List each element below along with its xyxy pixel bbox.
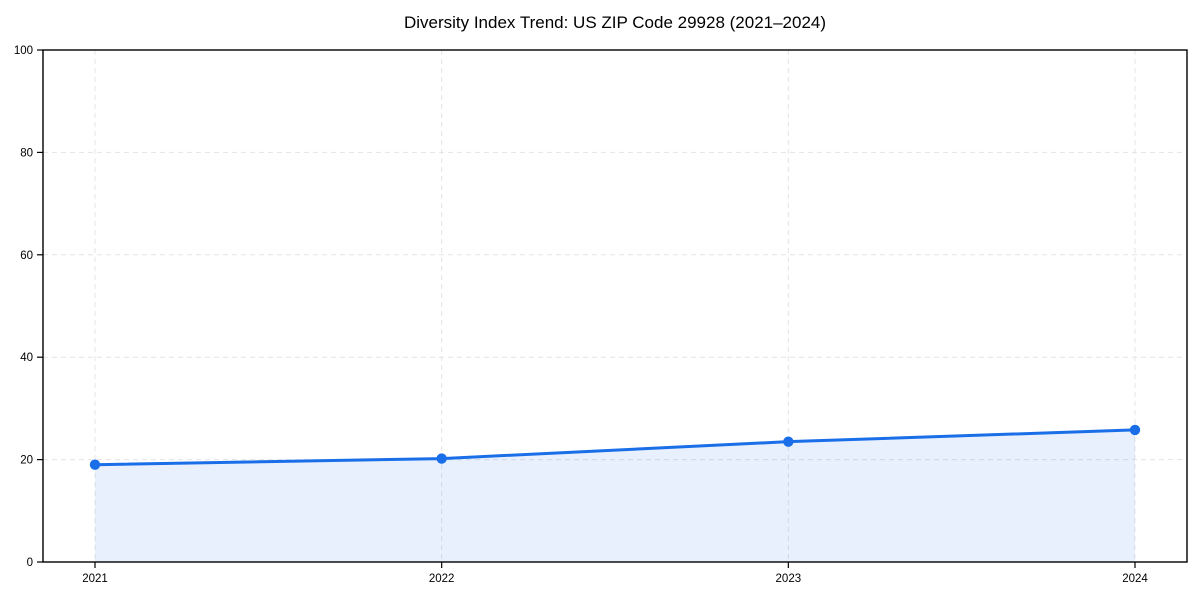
area-fill-shape: [95, 429, 1135, 562]
data-points: [89, 424, 1141, 470]
chart-title: Diversity Index Trend: US ZIP Code 29928…: [404, 13, 826, 32]
data-point-2023: [783, 436, 794, 447]
data-point-2021: [89, 459, 101, 470]
plot-frame: [42, 49, 1188, 563]
axis-ticks: [37, 49, 1136, 568]
x-tick-label: 2024: [1122, 573, 1148, 585]
trend-line-path: [93, 428, 1137, 467]
x-tick-label: 2023: [776, 573, 802, 585]
y-tick-label: 0: [27, 557, 33, 569]
plot-border: [42, 49, 1188, 563]
x-tick-label: 2021: [82, 573, 108, 585]
y-tick-label: 80: [20, 147, 33, 159]
y-tick-label: 100: [14, 45, 33, 57]
y-tick-label: 20: [20, 455, 33, 467]
area-fill: [95, 429, 1135, 562]
data-point-2024: [1129, 424, 1141, 436]
x-tick-label: 2022: [429, 573, 455, 585]
y-tick-label: 40: [20, 352, 33, 364]
y-tick-label: 60: [20, 250, 33, 262]
trend-line: [93, 428, 1137, 467]
axis-tick-labels: 0 20 40 60 80 100 2021 2022 2023 2024: [14, 45, 1149, 585]
data-point-2022: [436, 453, 447, 464]
